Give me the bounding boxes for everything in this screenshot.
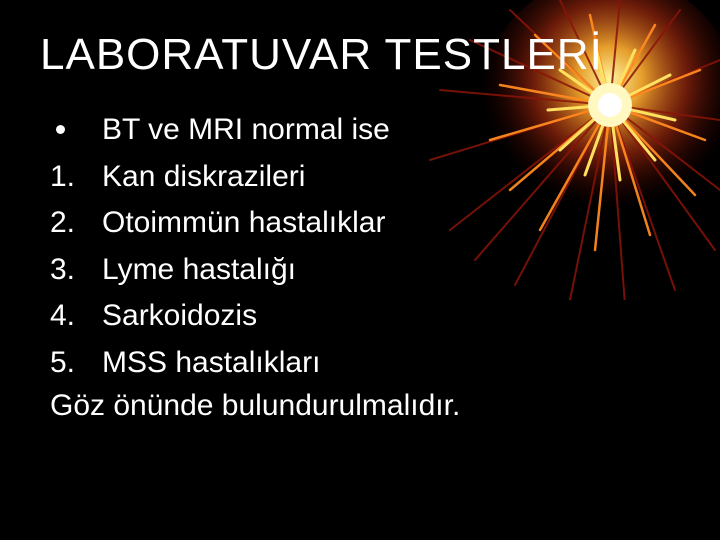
slide-title: LABORATUVAR TESTLERİ [40, 30, 690, 80]
item-number: 2. [50, 203, 102, 244]
item-number: 1. [50, 157, 102, 198]
bullet-text: BT ve MRI normal ise [102, 110, 390, 151]
list-item: 5. MSS hastalıkları [50, 343, 690, 384]
bullet-marker [50, 110, 102, 151]
slide-body: BT ve MRI normal ise 1. Kan diskrazileri… [50, 110, 690, 423]
item-text: Otoimmün hastalıklar [102, 203, 385, 244]
footer-text: Göz önünde bulundurulmalıdır. [50, 389, 690, 423]
item-text: Kan diskrazileri [102, 157, 305, 198]
list-item: 1. Kan diskrazileri [50, 157, 690, 198]
item-number: 4. [50, 296, 102, 337]
list-item: 4. Sarkoidozis [50, 296, 690, 337]
item-text: Sarkoidozis [102, 296, 257, 337]
item-text: Lyme hastalığı [102, 250, 296, 291]
list-item: 2. Otoimmün hastalıklar [50, 203, 690, 244]
item-number: 3. [50, 250, 102, 291]
item-number: 5. [50, 343, 102, 384]
bullet-row: BT ve MRI normal ise [50, 110, 690, 151]
list-item: 3. Lyme hastalığı [50, 250, 690, 291]
item-text: MSS hastalıkları [102, 343, 320, 384]
